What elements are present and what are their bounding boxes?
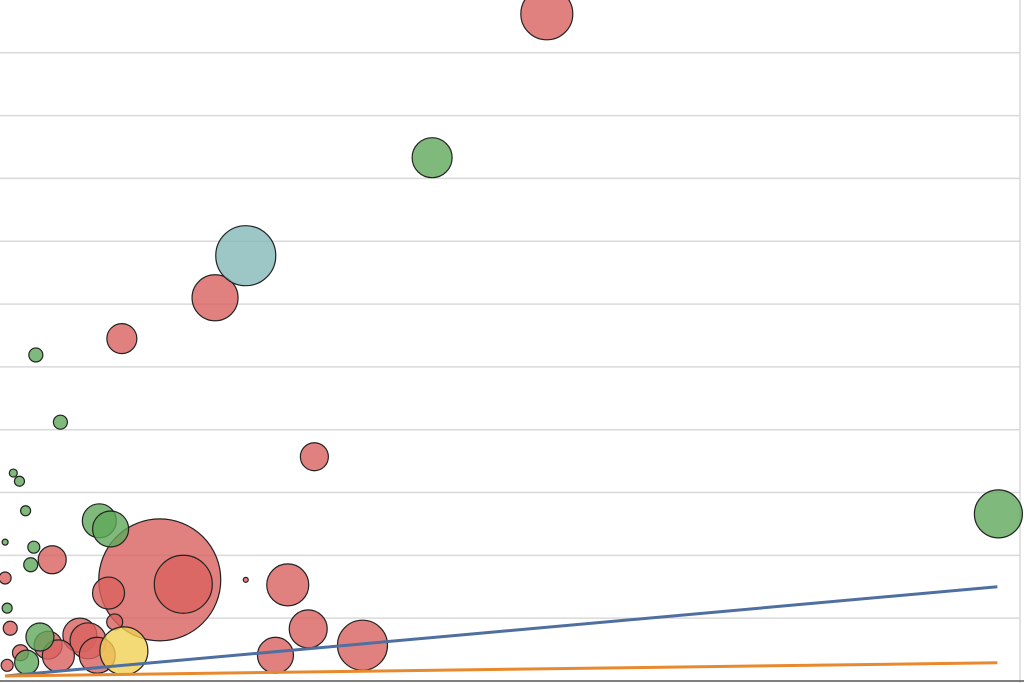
bubble [299, 442, 329, 472]
bubble [2, 620, 18, 636]
bubble [8, 468, 18, 478]
bubble [1, 602, 13, 614]
bubble [14, 649, 40, 675]
bubble [215, 225, 277, 287]
bubble [1, 538, 9, 546]
bubble [25, 622, 55, 652]
bubble [256, 636, 295, 674]
bubble [27, 540, 41, 554]
bubble [20, 505, 32, 517]
bubble [242, 576, 249, 583]
bubble [91, 576, 126, 610]
trend-line [5, 661, 998, 678]
bubble [411, 137, 453, 179]
bubble [288, 609, 328, 649]
bubble [91, 510, 130, 548]
bubble [28, 347, 44, 363]
bubble [13, 475, 26, 487]
bubble [266, 563, 310, 607]
bubble [0, 571, 12, 585]
trend-line [4, 585, 998, 678]
bubble [0, 658, 14, 672]
bubble [973, 489, 1024, 539]
bubble [520, 0, 574, 41]
bubble [191, 274, 239, 322]
bubble [106, 323, 138, 355]
bubble [153, 554, 213, 614]
bubble [23, 557, 39, 573]
bubble [52, 414, 69, 430]
bubble [37, 545, 67, 575]
